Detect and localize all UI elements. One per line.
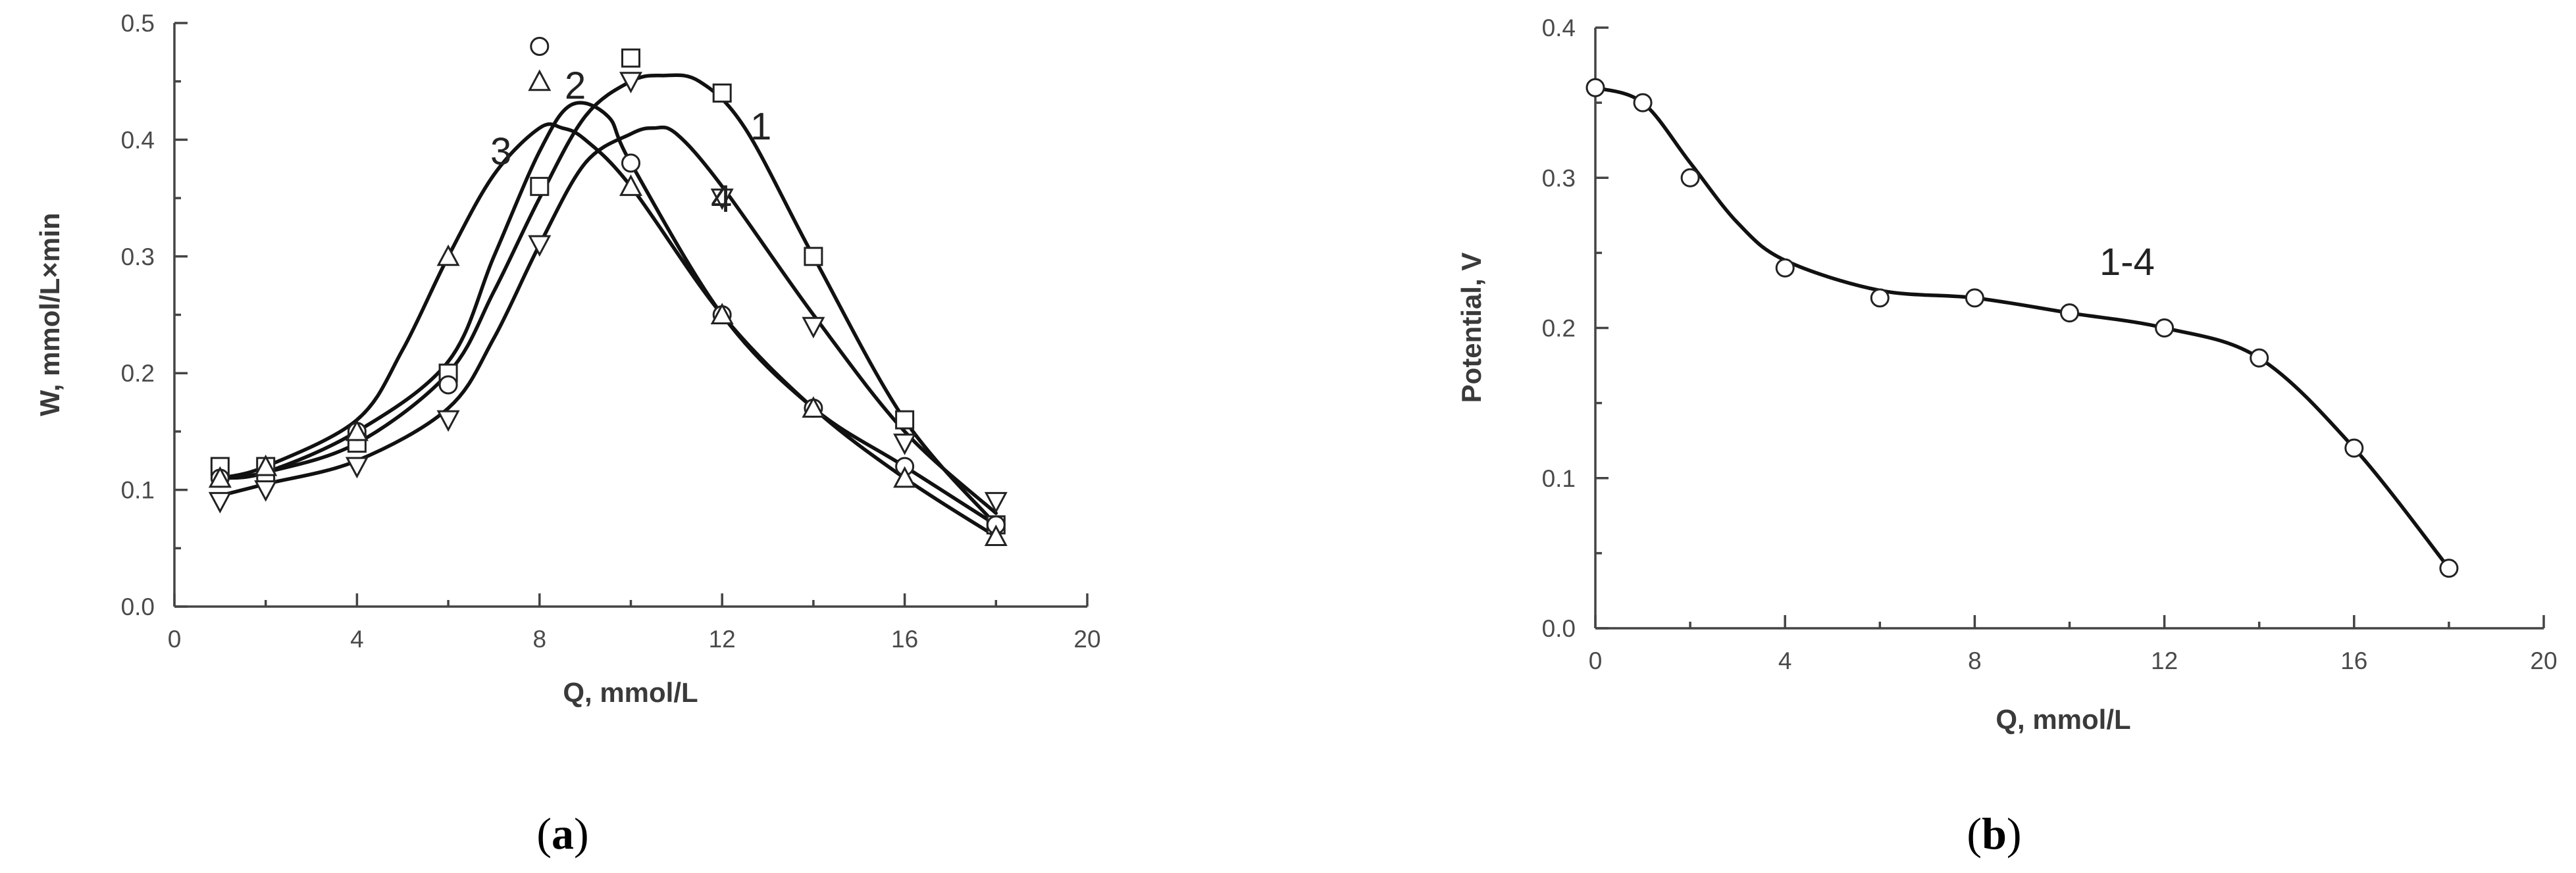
square-marker-1 [621, 48, 640, 68]
circle-marker-1 [2060, 303, 2079, 323]
chart-a: 0 4 8 12 16 20 0.0 0.1 0.2 0.3 0.4 0.5 1 2 3 4 Q, m… [34, 10, 1101, 859]
circle-marker-1 [2344, 438, 2364, 458]
triangle-up-marker-3 [528, 69, 552, 91]
series-line-1 [218, 73, 998, 527]
circle-marker-1 [2439, 559, 2459, 578]
x-tick-label: 20 [2530, 647, 2557, 674]
chart-a-series-label-2: 2 [565, 64, 586, 107]
circle-marker-1 [1633, 93, 1653, 112]
triangle-down-marker-4 [528, 235, 552, 257]
triangle-down-marker-4 [802, 316, 825, 339]
circle-marker-2 [621, 153, 640, 173]
y-tick-label: 0.4 [1542, 14, 1576, 41]
y-tick-label: 0.0 [1542, 615, 1576, 642]
x-tick-label: 12 [709, 626, 736, 653]
triangle-down-marker-4 [254, 480, 278, 502]
circle-marker-1 [1965, 288, 1984, 308]
triangle-down-marker-4 [619, 72, 643, 93]
chart-a-series-label-4: 4 [711, 178, 732, 220]
triangle-down-marker-4 [208, 491, 232, 514]
x-tick-label: 8 [1968, 647, 1982, 674]
triangle-up-marker-3 [619, 174, 643, 196]
chart-b-y-label: Potential, V [1456, 253, 1487, 403]
series-line-1 [1593, 86, 2451, 570]
triangle-down-marker-4 [436, 410, 460, 432]
y-tick-label: 0.2 [1542, 315, 1576, 342]
x-tick-label: 4 [1778, 647, 1792, 674]
x-tick-label: 16 [891, 626, 918, 653]
triangle-up-marker-3 [984, 524, 1008, 547]
triangle-up-marker-3 [436, 244, 460, 266]
y-tick-label: 0.5 [121, 10, 155, 37]
chart-a-series-label-3: 3 [490, 130, 511, 173]
circle-marker-1 [2155, 318, 2175, 337]
x-tick-label: 12 [2151, 647, 2178, 674]
y-tick-label: 0.2 [121, 360, 155, 387]
y-tick-label: 0.3 [1542, 164, 1576, 191]
square-marker-1 [530, 176, 550, 196]
triangle-up-marker-3 [345, 419, 369, 441]
square-marker-1 [895, 410, 915, 430]
chart-a-y-label: W, mmol/L×min [34, 212, 65, 416]
y-tick-label: 0.3 [121, 243, 155, 270]
x-tick-label: 20 [1073, 626, 1100, 653]
chart-b-annotation: 1-4 [2099, 241, 2155, 284]
circle-marker-1 [1775, 258, 1795, 278]
y-tick-label: 0.1 [1542, 465, 1576, 492]
circle-marker-1 [1585, 78, 1605, 97]
chart-b-panel-label: (b) [1967, 809, 2021, 859]
series-line-4 [218, 125, 998, 515]
triangle-down-marker-4 [710, 188, 734, 211]
chart-b-x-label: Q, mmol/L [1996, 704, 2130, 735]
x-tick-label: 0 [1589, 647, 1603, 674]
triangle-up-marker-3 [893, 466, 917, 488]
x-tick-label: 0 [168, 626, 182, 653]
circle-marker-1 [1870, 288, 1890, 308]
square-marker-1 [804, 247, 823, 266]
y-tick-label: 0.4 [121, 126, 155, 153]
chart-b: 0 4 8 12 16 20 0.0 0.1 0.2 0.3 0.4 1-4 Q, mmol/L P… [1456, 14, 2558, 859]
triangle-down-marker-4 [984, 491, 1008, 514]
triangle-up-marker-3 [208, 466, 232, 488]
square-marker-1 [712, 83, 732, 103]
circle-marker-1 [2250, 348, 2269, 368]
triangle-up-marker-3 [710, 303, 734, 324]
triangle-up-marker-3 [802, 396, 825, 418]
x-tick-label: 16 [2340, 647, 2367, 674]
x-tick-label: 8 [533, 626, 547, 653]
y-tick-label: 0.1 [121, 477, 155, 504]
triangle-up-marker-3 [254, 454, 278, 476]
chart-a-x-label: Q, mmol/L [563, 677, 698, 708]
y-tick-label: 0.0 [121, 593, 155, 620]
circle-marker-2 [530, 36, 550, 56]
chart-a-panel-label: (a) [536, 809, 588, 859]
triangle-down-marker-4 [345, 457, 369, 479]
chart-a-series-label-1: 1 [750, 105, 771, 148]
x-tick-label: 4 [350, 626, 364, 653]
series-line-3 [218, 122, 998, 539]
circle-marker-2 [438, 375, 458, 395]
triangle-down-marker-4 [893, 434, 917, 455]
circle-marker-1 [1680, 168, 1700, 187]
